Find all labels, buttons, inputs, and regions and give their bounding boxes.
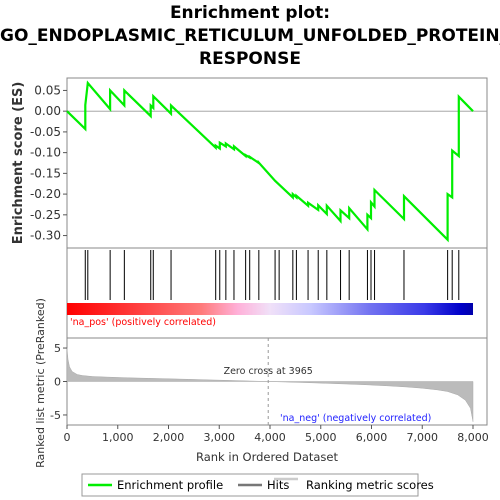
es-y-tick-label: 0.00 [34, 104, 61, 118]
x-tick-label: 4,000 [254, 431, 286, 444]
legend-hits-label: Hits [267, 478, 289, 492]
es-y-tick-label: -0.10 [30, 146, 61, 160]
rank-y-tick-label: -5 [50, 409, 61, 422]
x-tick-label: 5,000 [305, 431, 337, 444]
x-axis-label: Rank in Ordered Dataset [196, 450, 339, 464]
rank-axis-label: Ranked list metric (PreRanked) [34, 298, 47, 468]
rank-y-tick-label: 5 [54, 342, 61, 355]
x-tick-label: 7,000 [407, 431, 439, 444]
es-y-tick-label: -0.20 [30, 187, 61, 201]
rank-y-tick-label: 0 [54, 376, 61, 389]
title-line-2: GO_ENDOPLASMIC_RETICULUM_UNFOLDED_PROTEI… [0, 26, 500, 46]
pos-label: 'na_pos' (positively correlated) [70, 317, 216, 328]
x-tick-label: 2,000 [153, 431, 185, 444]
enrichment-profile-line [66, 80, 474, 243]
rank-color-bar [67, 303, 473, 315]
title-line-1: Enrichment plot: [169, 3, 331, 23]
x-tick-label: 8,000 [457, 431, 489, 444]
x-tick-label: 1,000 [102, 431, 134, 444]
es-y-tick-label: -0.25 [30, 208, 61, 222]
es-y-tick-label: -0.05 [30, 125, 61, 139]
x-tick-label: 0 [64, 431, 71, 444]
legend-enrichment-label: Enrichment profile [117, 478, 223, 492]
x-tick-label: 3,000 [204, 431, 236, 444]
es-y-tick-label: 0.05 [34, 83, 61, 97]
hits-panel [66, 247, 488, 339]
zero-cross-label: Zero cross at 3965 [224, 366, 313, 377]
es-axis-label: Enrichment score (ES) [11, 82, 26, 245]
legend: Enrichment profile Hits Ranking metric s… [81, 473, 434, 497]
es-panel [66, 77, 488, 249]
es-y-tick-label: -0.30 [30, 229, 61, 243]
x-tick-label: 6,000 [356, 431, 388, 444]
es-y-tick-label: -0.15 [30, 166, 61, 180]
legend-ranking-label: Ranking metric scores [306, 478, 434, 492]
chart-title: Enrichment plot: GO_ENDOPLASMIC_RETICULU… [0, 2, 500, 71]
title-line-3: RESPONSE [199, 49, 301, 69]
neg-label: 'na_neg' (negatively correlated) [280, 413, 431, 424]
